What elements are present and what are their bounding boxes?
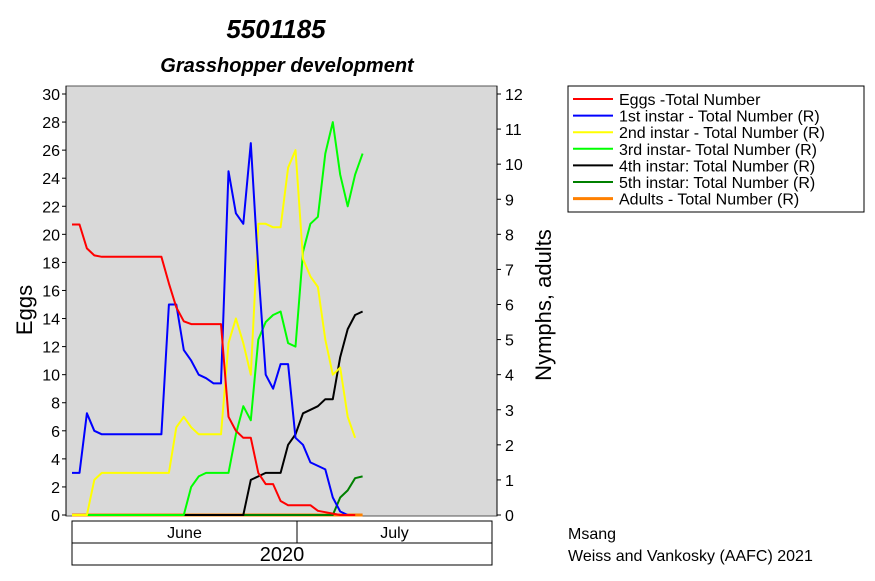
- legend-box: [567, 85, 865, 213]
- left-tick-label: 2: [51, 480, 60, 497]
- series-line-3rd-instar-total-number-r: [72, 121, 364, 516]
- left-tick-label: 12: [42, 340, 60, 357]
- left-tick-label: 0: [51, 508, 60, 525]
- left-tick-label: 8: [51, 396, 60, 413]
- legend-label: Eggs -Total Number: [619, 92, 761, 109]
- right-tick-label: 11: [505, 122, 522, 139]
- legend-label: 2nd instar - Total Number (R): [619, 125, 825, 142]
- legend-label: 5th instar: Total Number (R): [619, 175, 815, 192]
- chart-title: 5501185: [226, 14, 326, 44]
- left-tick-label: 26: [42, 143, 60, 160]
- right-tick-label: 6: [505, 298, 514, 315]
- month-label: June: [167, 525, 202, 542]
- right-tick-label: 1: [505, 473, 514, 490]
- year-label: 2020: [260, 544, 305, 566]
- series-line-4th-instar-total-number-r: [72, 310, 364, 516]
- right-tick-label: 12: [505, 87, 523, 104]
- series-line-5th-instar-total-number-r: [72, 475, 363, 516]
- legend-label: 4th instar: Total Number (R): [619, 158, 815, 175]
- series-lines: [72, 121, 364, 517]
- left-tick-label: 22: [42, 199, 60, 216]
- left-tick-label: 6: [51, 424, 60, 441]
- right-tick-label: 7: [505, 262, 514, 279]
- series-line-1st-instar-total-number-r: [72, 142, 356, 516]
- legend-label: 1st instar - Total Number (R): [619, 109, 820, 126]
- right-tick-label: 5: [505, 333, 514, 350]
- left-tick-label: 18: [42, 255, 60, 272]
- right-tick-label: 3: [505, 403, 514, 420]
- left-tick-label: 16: [42, 283, 60, 300]
- x-axis: June July 2020: [71, 520, 493, 566]
- month-label: July: [380, 525, 408, 542]
- right-tick-label: 2: [505, 438, 514, 455]
- left-tick-label: 20: [42, 227, 60, 244]
- credit-author: Msang: [568, 526, 617, 543]
- right-tick-label: 10: [505, 157, 523, 174]
- series-line-eggs-total-number: [72, 223, 356, 516]
- legend-label: Adults - Total Number (R): [619, 192, 799, 209]
- left-tick-label: 30: [42, 87, 60, 104]
- right-tick-label: 0: [505, 508, 514, 525]
- right-axis-title: Nymphs, adults: [531, 229, 556, 381]
- series-line-2nd-instar-total-number-r: [72, 149, 357, 516]
- left-axis-title: Eggs: [12, 285, 37, 335]
- year-cell: [71, 542, 493, 566]
- left-tick-label: 28: [42, 115, 60, 132]
- left-tick-label: 10: [42, 368, 60, 385]
- chart-subtitle: Grasshopper development: [160, 55, 415, 77]
- right-tick-label: 9: [505, 192, 514, 209]
- left-tick-label: 4: [51, 452, 60, 469]
- left-tick-label: 24: [42, 171, 60, 188]
- credit-source: Weiss and Vankosky (AAFC) 2021: [568, 548, 813, 565]
- right-tick-label: 8: [505, 227, 514, 244]
- left-tick-label: 14: [42, 312, 60, 329]
- plot-area: [65, 85, 498, 517]
- legend-label: 3rd instar- Total Number (R): [619, 142, 817, 159]
- right-tick-label: 4: [505, 368, 514, 385]
